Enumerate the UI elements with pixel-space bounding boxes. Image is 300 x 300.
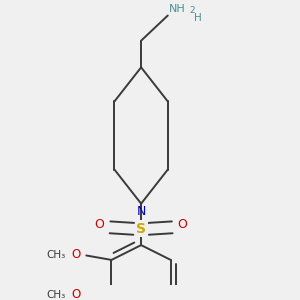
Text: CH₃: CH₃	[46, 250, 66, 260]
Text: N: N	[136, 205, 146, 218]
Text: O: O	[178, 218, 188, 232]
Text: O: O	[95, 218, 105, 232]
Text: NH: NH	[169, 4, 186, 14]
Text: CH₃: CH₃	[46, 290, 66, 300]
Text: S: S	[136, 222, 146, 236]
Text: 2: 2	[189, 6, 195, 15]
Text: H: H	[194, 14, 202, 23]
Text: O: O	[71, 248, 80, 261]
Text: O: O	[71, 288, 80, 300]
